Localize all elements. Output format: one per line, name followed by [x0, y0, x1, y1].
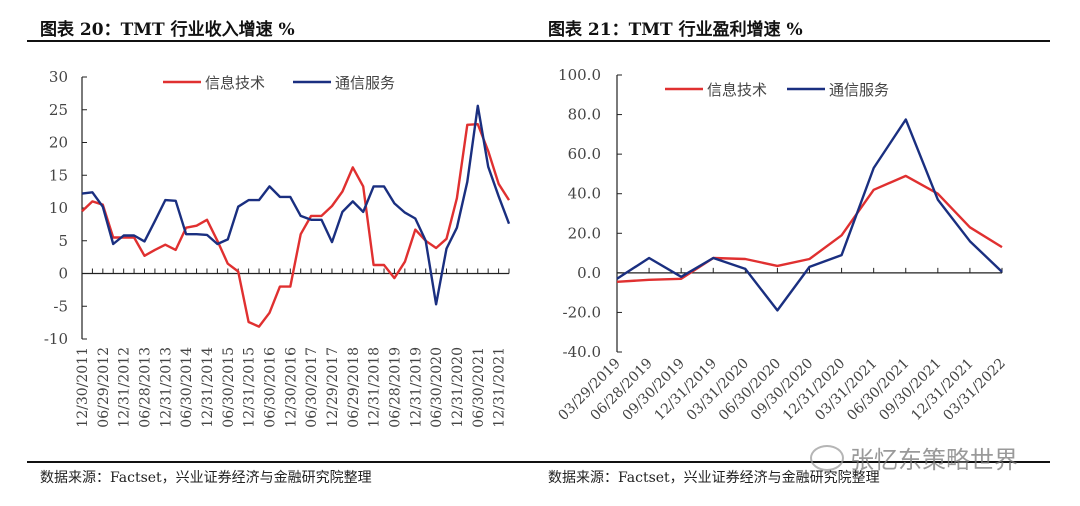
chart1-x-tick-label: 06/30/2021 [471, 347, 487, 428]
chart2-y-tick-label: 100.0 [558, 66, 601, 84]
chart1-x-tick-label: 12/30/2016 [283, 347, 299, 428]
chart2-y-tick-label: 60.0 [568, 145, 601, 163]
chart2-legend-label: 信息技术 [707, 81, 767, 99]
watermark: 张忆东策略世界 [810, 440, 1018, 475]
right-source-note: 数据来源：Factset，兴业证券经济与金融研究院整理 [548, 470, 880, 486]
chart1-y-tick-label: -10 [44, 330, 68, 348]
chart1-x-tick-label: 06/30/2017 [304, 347, 320, 428]
chart1-y-tick-label: 25 [49, 101, 68, 119]
chart1-legend-label: 通信服务 [335, 74, 395, 92]
chart1-x-tick-label: 06/30/2020 [429, 347, 445, 428]
chart2-y-tick-label: 0.0 [577, 264, 601, 282]
chart1-x-tick-label: 12/31/2018 [367, 347, 383, 428]
chart1-x-tick-label: 12/31/2015 [242, 347, 258, 428]
chart1-y-tick-label: 15 [49, 166, 68, 184]
chart1-x-tick-label: 06/30/2015 [221, 347, 237, 428]
chart1-x-tick-label: 06/29/2018 [346, 347, 362, 428]
source-rule [27, 461, 1050, 463]
right-chart-title: 图表 21：TMT 行业盈利增速 % [548, 20, 803, 40]
chart1-x-tick-label: 06/28/2013 [137, 347, 153, 428]
left-chart-title: 图表 20：TMT 行业收入增速 % [40, 20, 295, 40]
chart1-x-tick-label: 06/29/2012 [96, 347, 112, 428]
chart1-series-2-line [81, 104, 511, 306]
chart1-x-tick-label: 06/30/2016 [262, 347, 278, 428]
chart2-legend-label: 通信服务 [829, 81, 889, 99]
chart1-x-tick-label: 12/30/2011 [75, 347, 91, 428]
chart1-y-tick-label: 10 [49, 199, 68, 217]
chart1-x-tick-label: 12/31/2012 [117, 347, 133, 428]
left-source-note: 数据来源：Factset，兴业证券经济与金融研究院整理 [40, 470, 372, 486]
chart1-x-tick-label: 06/28/2019 [387, 347, 403, 428]
chart1-y-tick-label: 5 [58, 232, 68, 250]
chart2-y-tick-label: 20.0 [568, 224, 601, 242]
chart1-x-tick-label: 12/31/2020 [450, 347, 466, 428]
wechat-icon [810, 444, 844, 471]
chart1-series-1-line [81, 122, 511, 328]
chart1-y-tick-label: 20 [49, 134, 68, 152]
chart1-legend-label: 信息技术 [205, 74, 265, 92]
chart1-x-tick-label: 12/31/2014 [200, 347, 216, 428]
chart1-y-tick-label: 30 [49, 68, 68, 86]
chart1-x-tick-label: 12/29/2017 [325, 347, 341, 428]
watermark-text: 张忆东策略世界 [850, 446, 1018, 474]
left-title-rule [27, 40, 540, 42]
chart2-y-tick-label: -40.0 [563, 343, 601, 361]
chart2-y-tick-label: -20.0 [563, 303, 601, 321]
chart1-x-tick-label: 06/30/2014 [179, 347, 195, 428]
chart1-x-tick-label: 12/31/2021 [492, 347, 508, 428]
right-title-rule [540, 40, 1050, 42]
chart2-series-2-line [616, 118, 1003, 312]
chart2-y-tick-label: 80.0 [568, 106, 601, 124]
chart1-y-tick-label: -5 [53, 297, 68, 315]
chart2-y-tick-label: 40.0 [568, 185, 601, 203]
chart2-series-1-line [616, 174, 1003, 283]
chart1-y-tick-label: 0 [58, 265, 68, 283]
chart1-x-tick-label: 12/31/2013 [158, 347, 174, 428]
chart1-x-tick-label: 12/31/2019 [408, 347, 424, 428]
